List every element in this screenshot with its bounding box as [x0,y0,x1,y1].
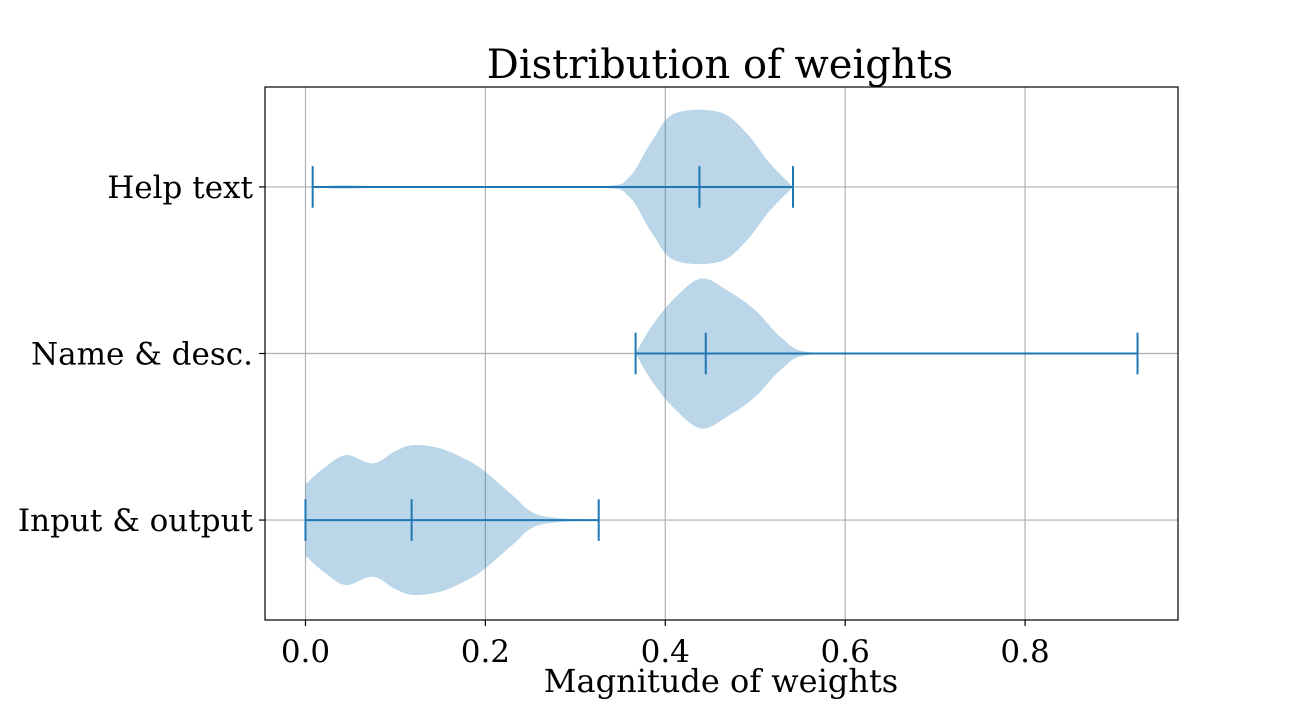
x-tick-label: 0.8 [1000,634,1049,670]
x-tick-label: 0.2 [461,634,510,670]
chart-title: Distribution of weights [487,42,953,88]
violins [304,109,1139,596]
x-tick-label: 0.0 [281,634,330,670]
y-tick-label: Input & output [18,503,254,539]
x-axis-label: Magnitude of weights [544,662,898,700]
y-tick-label: Name & desc. [31,337,253,373]
y-axis-ticks: Input & output Name & desc. Help text [18,170,265,539]
x-tick-label: 0.6 [821,634,870,670]
x-tick-label: 0.4 [641,634,690,670]
y-tick-label: Help text [107,170,253,206]
x-axis-ticks: 0.0 0.2 0.4 0.6 0.8 [281,620,1050,670]
